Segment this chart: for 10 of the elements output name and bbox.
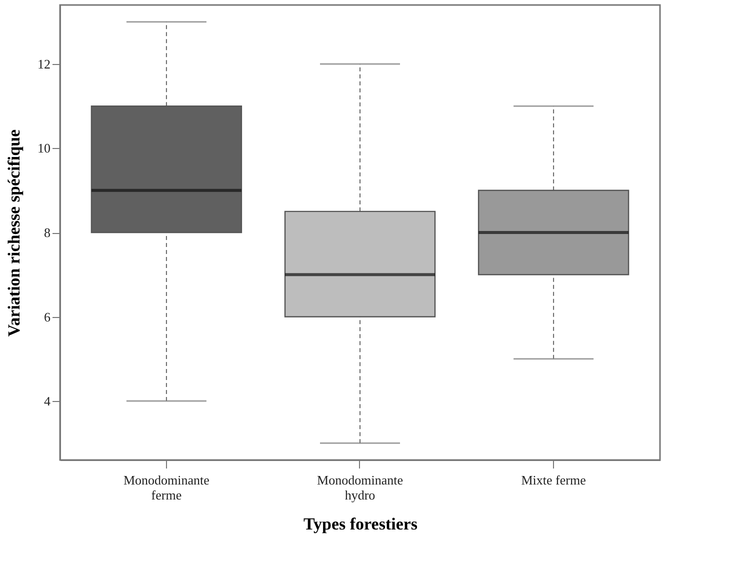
x-axis-title: Types forestiers xyxy=(303,514,418,534)
x-tick-label: Monodominante ferme xyxy=(123,472,210,502)
y-tick-label: 4 xyxy=(44,394,51,409)
y-tick-label: 10 xyxy=(38,140,50,156)
y-tick-label: 6 xyxy=(44,309,51,324)
y-tick-label: 12 xyxy=(38,56,50,72)
x-tick-label: Mixte ferme xyxy=(521,472,586,488)
y-tick-label: 8 xyxy=(44,225,50,240)
y-axis-title: Variation richesse spécifique xyxy=(4,128,24,337)
x-tick-label: Monodominante hydro xyxy=(317,472,404,502)
